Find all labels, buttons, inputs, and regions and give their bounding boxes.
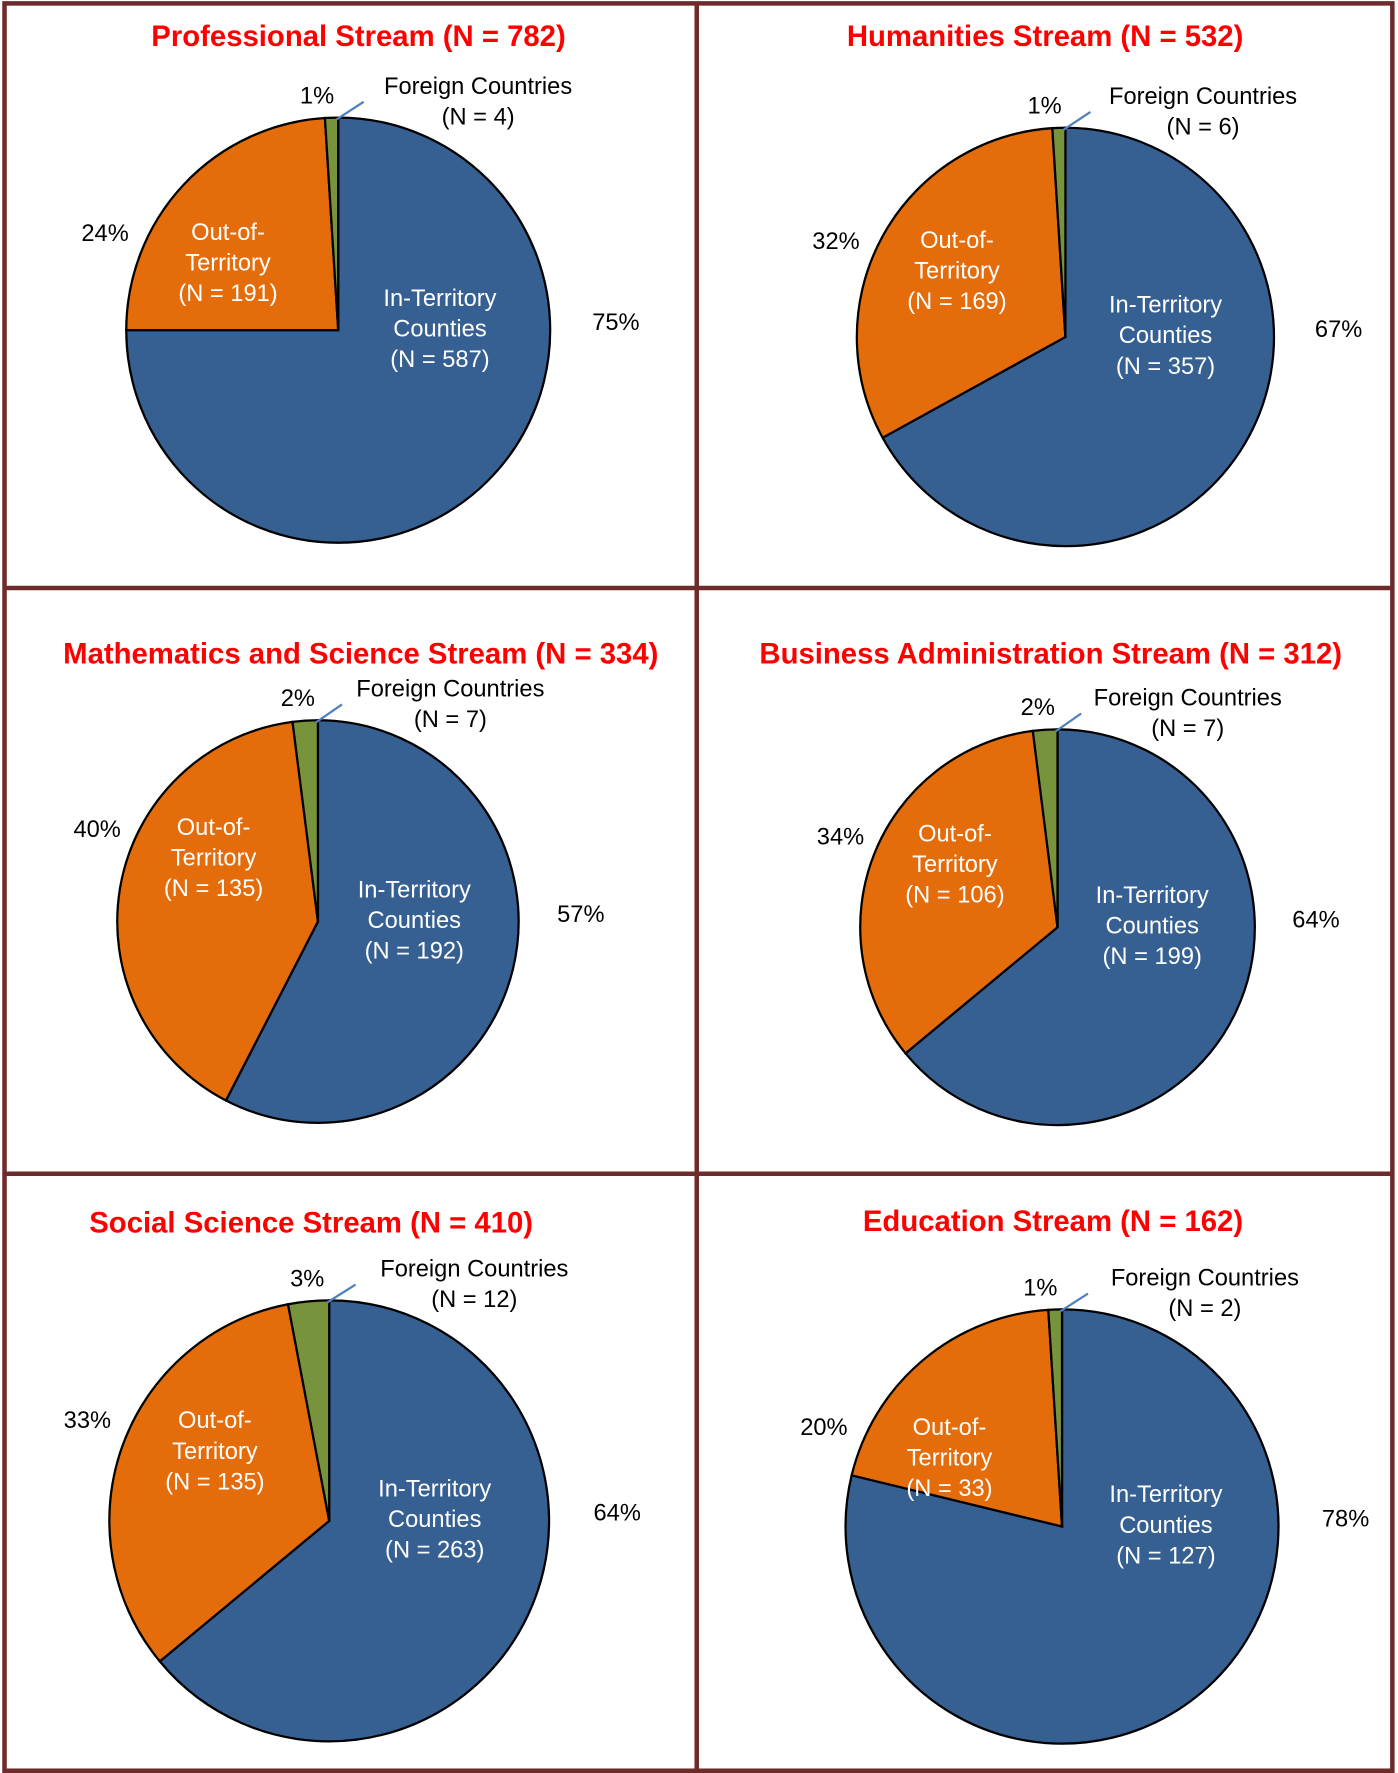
leader-line — [1054, 712, 1082, 733]
slice-label: Counties — [388, 1507, 481, 1533]
slice-label: In-Territory — [1109, 293, 1222, 319]
value-label: 1% — [1027, 94, 1061, 120]
value-label: 67% — [1315, 317, 1362, 343]
slice-label: Territory — [185, 251, 271, 277]
slice-label: Out-of- — [918, 822, 992, 848]
slice-label: Counties — [393, 316, 486, 342]
slice-label: Out-of- — [191, 220, 265, 246]
slice-label: Out-of- — [920, 228, 994, 254]
slice-label: (N = 127) — [1116, 1543, 1215, 1569]
slice-label: (N = 587) — [390, 347, 489, 373]
slice-label: (N = 4) — [442, 104, 515, 130]
pie-slice — [855, 126, 1067, 440]
value-label: 40% — [73, 817, 120, 843]
leader-line — [1059, 1292, 1089, 1313]
slice-label: Foreign Countries — [356, 677, 544, 703]
slice-label: Territory — [172, 1439, 258, 1465]
pie-title: Business Administration Stream (N = 312) — [759, 638, 1342, 671]
value-label: 75% — [592, 310, 639, 336]
slice-label: (N = 169) — [907, 289, 1006, 315]
slice-label: Out-of- — [913, 1415, 987, 1441]
slice-label: (N = 263) — [385, 1538, 484, 1564]
slice-label: Out-of- — [178, 1408, 252, 1434]
leader-line — [315, 703, 343, 724]
slice-label: Territory — [912, 852, 998, 878]
slice-label: Foreign Countries — [1109, 84, 1297, 110]
slice-label: (N = 192) — [365, 938, 464, 964]
slice-label: Territory — [171, 845, 257, 871]
slice-label: In-Territory — [358, 877, 471, 903]
slice-label: Counties — [1119, 323, 1212, 349]
pie-title: Humanities Stream (N = 532) — [847, 20, 1244, 53]
pie-slice — [125, 116, 340, 332]
pie-title: Social Science Stream (N = 410) — [89, 1206, 533, 1239]
value-label: 2% — [281, 686, 315, 712]
pie-slice — [881, 126, 1276, 548]
leader-line — [1062, 111, 1092, 131]
slice-label: (N = 191) — [178, 281, 277, 307]
slice-label: In-Territory — [378, 1477, 491, 1503]
value-label: 1% — [300, 83, 334, 109]
slice-label: (N = 7) — [414, 707, 487, 733]
slice-label: Counties — [1119, 1513, 1212, 1539]
slice-label: (N = 12) — [431, 1287, 517, 1313]
slice-label: Foreign Countries — [384, 74, 572, 100]
pie-title: Education Stream (N = 162) — [863, 1205, 1243, 1238]
slice-label: Foreign Countries — [380, 1257, 568, 1283]
slice-label: (N = 135) — [164, 876, 263, 902]
value-label: 64% — [1292, 908, 1339, 934]
slice-label: (N = 357) — [1116, 354, 1215, 380]
value-label: 1% — [1023, 1275, 1057, 1301]
slice-label: (N = 199) — [1103, 944, 1202, 970]
slice-label: Counties — [368, 908, 461, 934]
pie-slice — [125, 116, 552, 544]
slice-label: Territory — [907, 1445, 993, 1471]
pie-slice — [116, 720, 320, 1102]
value-label: 34% — [817, 824, 864, 850]
value-label: 2% — [1021, 695, 1055, 721]
slice-label: (N = 135) — [165, 1469, 264, 1495]
slice-label: (N = 106) — [905, 883, 1004, 909]
slice-label: (N = 6) — [1167, 115, 1240, 141]
slice-label: (N = 2) — [1168, 1296, 1241, 1322]
pie-title: Professional Stream (N = 782) — [151, 20, 565, 53]
value-label: 78% — [1322, 1506, 1369, 1532]
pie-slice — [850, 1308, 1064, 1528]
leader-line — [335, 100, 365, 121]
pie-slice — [108, 1302, 331, 1663]
value-label: 24% — [81, 221, 128, 247]
leader-line — [326, 1283, 357, 1304]
value-label: 33% — [64, 1408, 111, 1434]
slice-label: Territory — [914, 258, 1000, 284]
slice-label: Counties — [1106, 913, 1199, 939]
pie-slice — [224, 719, 520, 1124]
value-label: 20% — [800, 1415, 847, 1441]
pie-slice — [903, 728, 1256, 1127]
slice-label: In-Territory — [1109, 1482, 1222, 1508]
slice-label: In-Territory — [1096, 883, 1209, 909]
slice-label: Foreign Countries — [1111, 1266, 1299, 1292]
slice-label: Out-of- — [177, 815, 251, 841]
pie-slice — [158, 1299, 551, 1743]
pie-slice — [859, 729, 1059, 1055]
pie-title: Mathematics and Science Stream (N = 334) — [63, 638, 658, 671]
value-label: 57% — [557, 902, 604, 928]
slice-label: (N = 33) — [906, 1476, 992, 1502]
slice-label: (N = 7) — [1151, 716, 1224, 742]
slice-label: In-Territory — [383, 286, 496, 312]
value-label: 64% — [594, 1500, 641, 1526]
value-label: 3% — [290, 1266, 324, 1292]
slice-label: Foreign Countries — [1094, 686, 1282, 712]
value-label: 32% — [812, 229, 859, 255]
